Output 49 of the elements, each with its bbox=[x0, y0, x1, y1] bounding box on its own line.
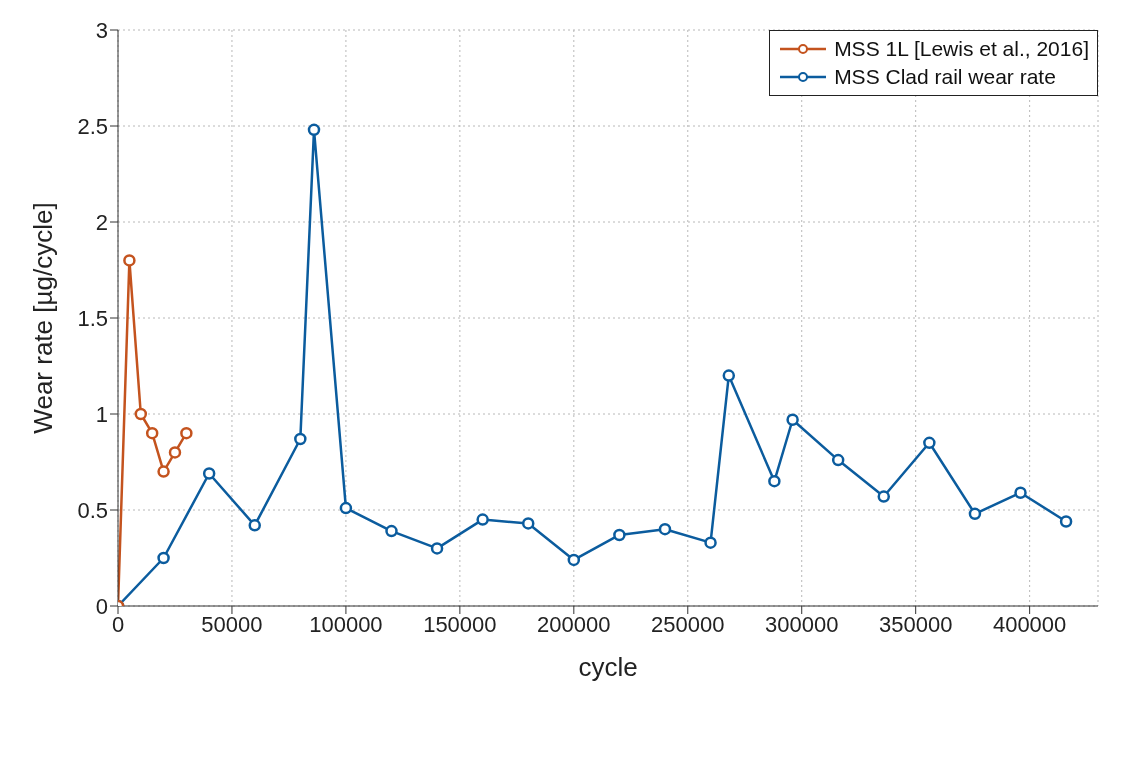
x-tick-label: 100000 bbox=[309, 611, 383, 637]
point bbox=[831, 453, 845, 467]
point bbox=[968, 507, 982, 521]
point bbox=[123, 254, 136, 267]
y-tick-label: 0 bbox=[95, 593, 108, 619]
point bbox=[339, 501, 353, 515]
point bbox=[202, 467, 216, 480]
x-axis-title: cycle bbox=[578, 652, 638, 682]
x-tick-label: 200000 bbox=[537, 611, 611, 637]
y-tick-label: 2.5 bbox=[77, 113, 108, 139]
point bbox=[385, 524, 398, 538]
point bbox=[134, 407, 148, 421]
point bbox=[294, 432, 307, 446]
x-tick-label: 50000 bbox=[201, 611, 263, 637]
point bbox=[168, 446, 182, 459]
x-tick-label: 250000 bbox=[651, 611, 725, 637]
y-tick-label: 0.5 bbox=[77, 497, 108, 523]
x-tick-label: 150000 bbox=[423, 611, 497, 637]
point bbox=[180, 426, 193, 440]
point bbox=[307, 123, 321, 137]
point bbox=[1059, 515, 1073, 528]
x-tick-label: 0 bbox=[111, 611, 125, 637]
legend-label: MSS 1L [Lewis et al., 2016] bbox=[834, 36, 1089, 62]
y-tick-label: 1.5 bbox=[77, 305, 108, 331]
point bbox=[567, 553, 581, 567]
point bbox=[430, 542, 444, 555]
point bbox=[613, 528, 626, 542]
point bbox=[768, 474, 781, 488]
point bbox=[704, 536, 717, 549]
point bbox=[476, 513, 489, 526]
point bbox=[877, 490, 891, 503]
point bbox=[157, 551, 170, 565]
x-tick-label: 400000 bbox=[992, 611, 1067, 637]
point bbox=[722, 369, 736, 382]
y-tick-label: 3 bbox=[95, 17, 108, 43]
y-axis-title: Wear rate [µg/cycle] bbox=[28, 202, 59, 434]
point bbox=[157, 465, 170, 478]
point bbox=[248, 519, 261, 532]
point bbox=[923, 436, 936, 450]
x-tick-label: 300000 bbox=[765, 611, 839, 637]
legend-label: MSS Clad rail wear rate bbox=[834, 64, 1056, 90]
point bbox=[1014, 486, 1027, 499]
y-tick-label: 1 bbox=[95, 401, 108, 427]
y-tick-label: 2 bbox=[95, 209, 108, 235]
point bbox=[145, 426, 159, 440]
point bbox=[521, 517, 535, 530]
point bbox=[658, 522, 672, 536]
point bbox=[786, 413, 799, 427]
x-tick-label: 350000 bbox=[878, 611, 953, 637]
